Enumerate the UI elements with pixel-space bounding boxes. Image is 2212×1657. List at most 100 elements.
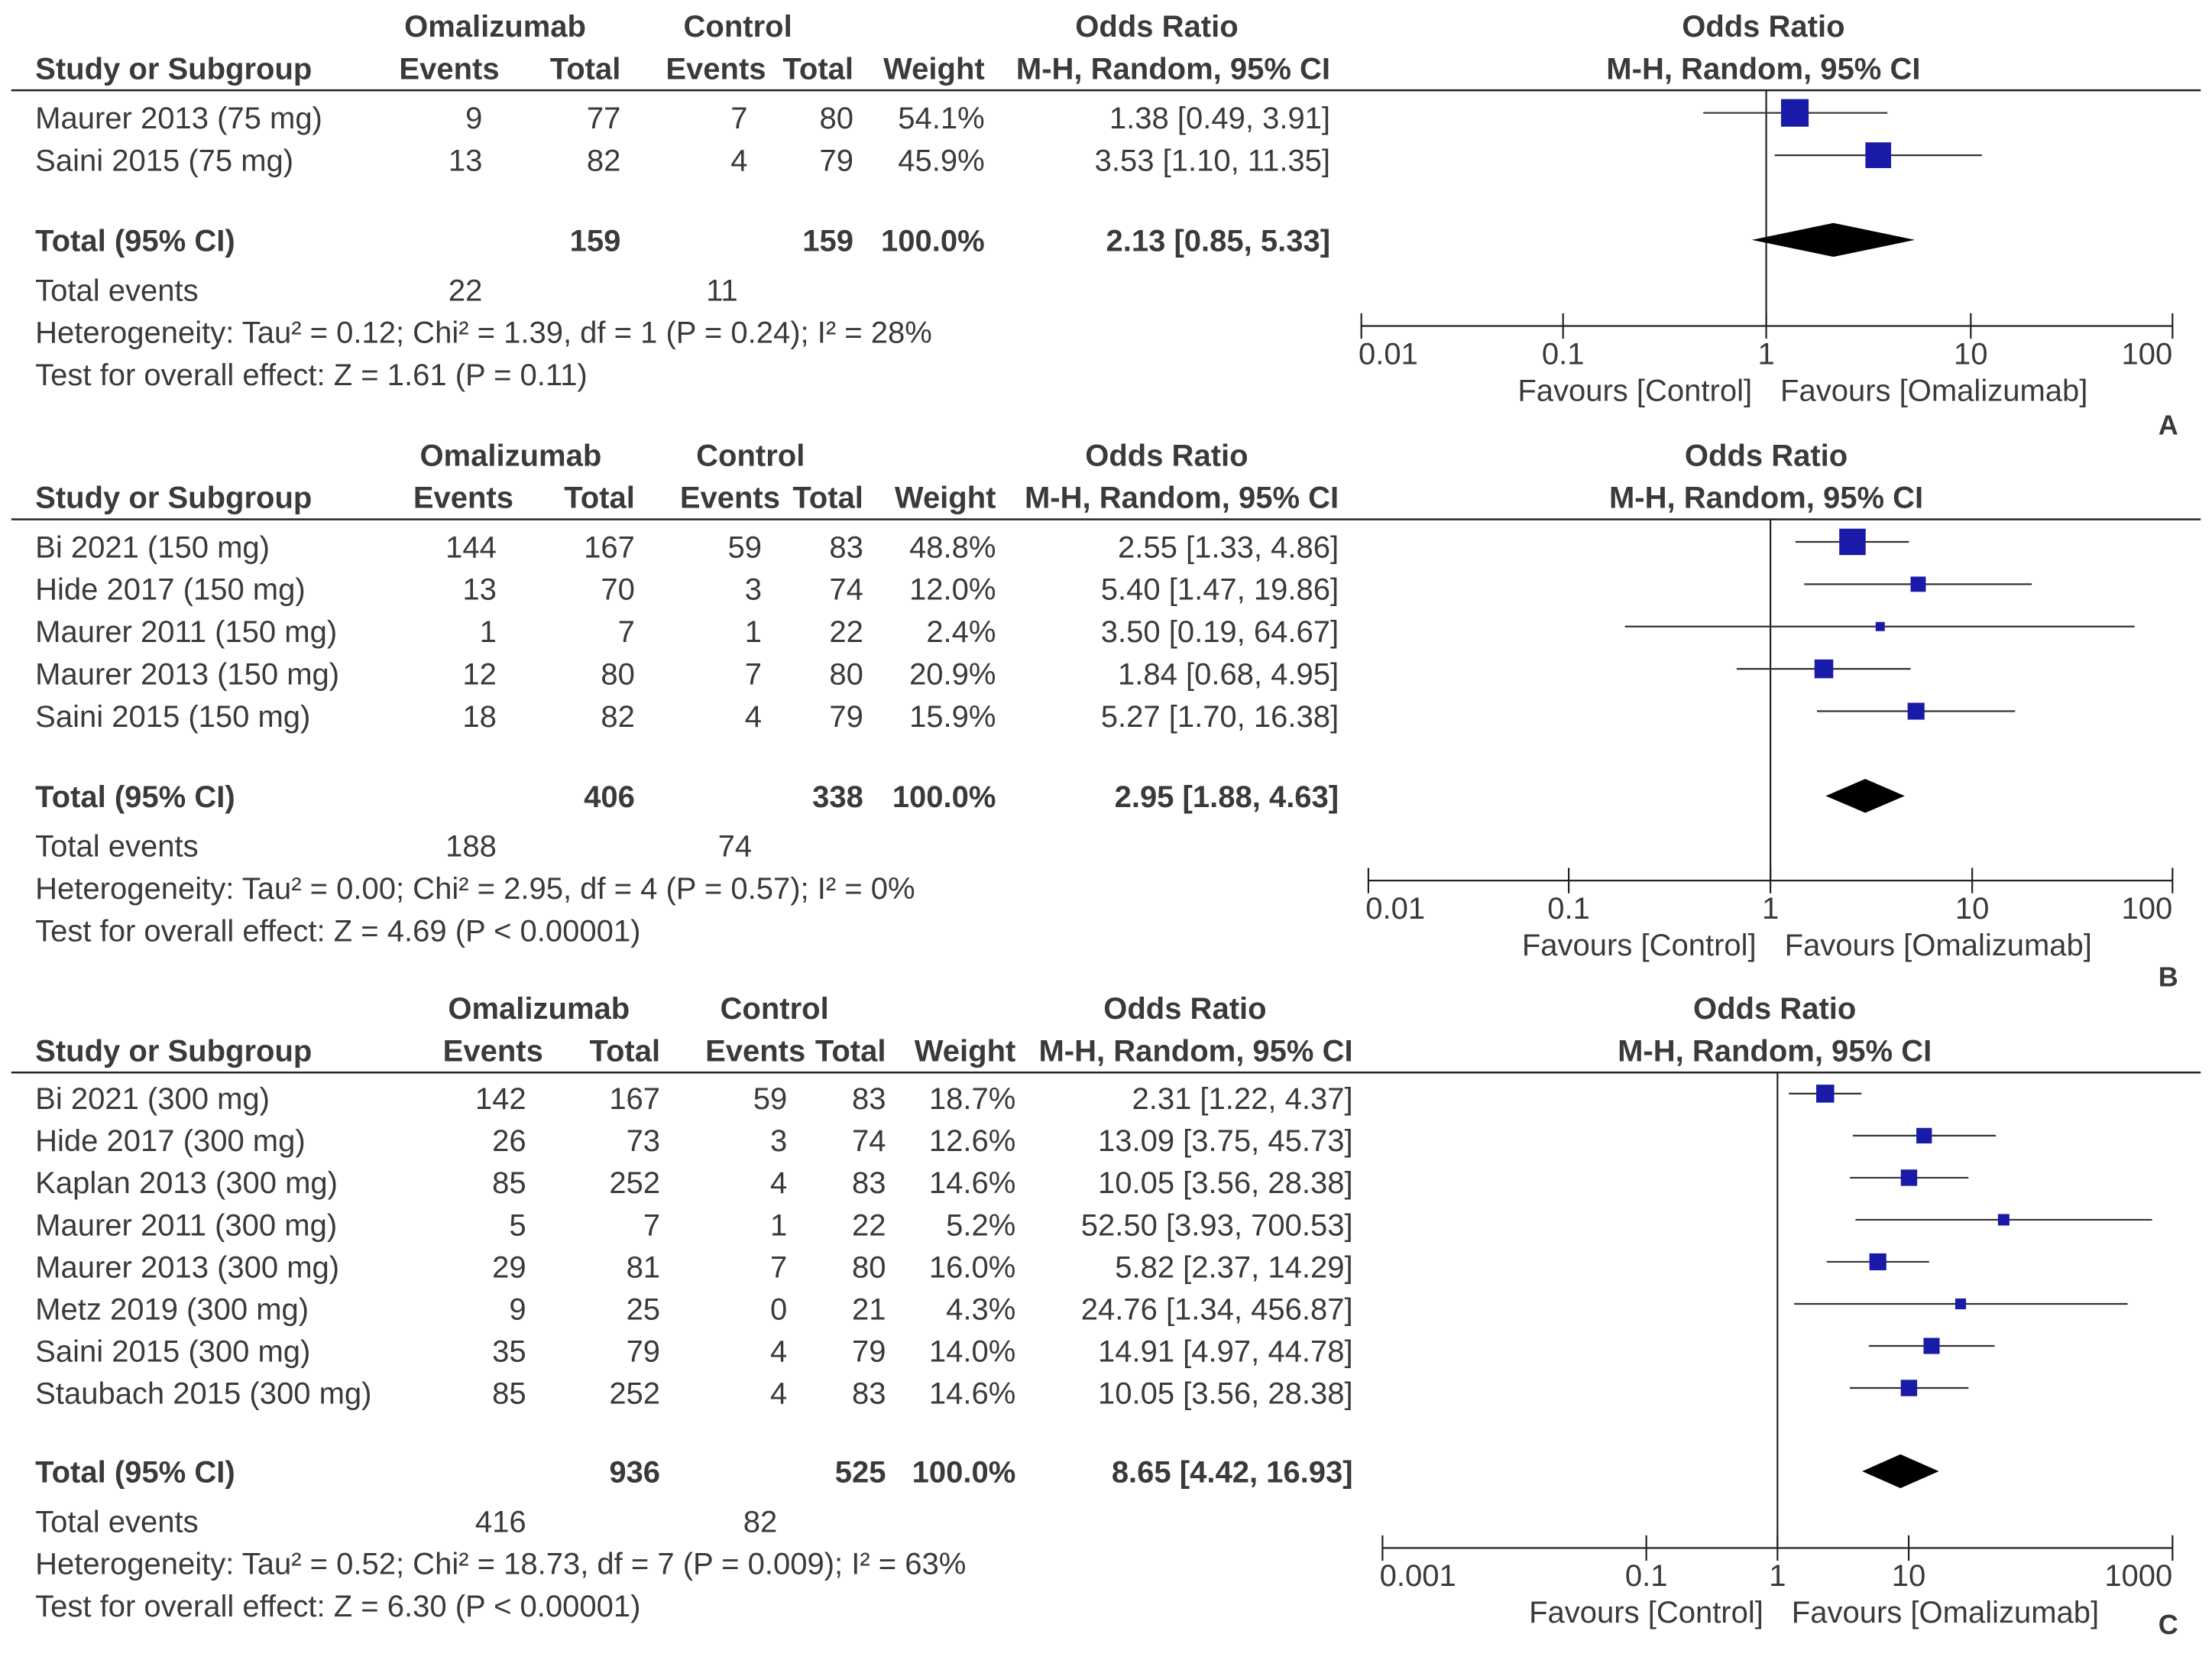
favours-omalizumab-label: Favours [Omalizumab] [1792, 1596, 2099, 1629]
effect-square [1900, 1380, 1918, 1396]
header-study: Study or Subgroup [35, 482, 312, 515]
study-name: Metz 2019 (300 mg) [35, 1292, 309, 1326]
omal-total: 7 [643, 1208, 660, 1242]
study-row: Kaplan 2013 (300 mg) 85 252 4 83 14.6% 10.05 [… [35, 1166, 1969, 1200]
ctrl-events: 3 [745, 573, 762, 607]
weight-value: 4.3% [946, 1292, 1015, 1326]
weight-value: 5.2% [946, 1208, 1015, 1242]
study-name: Hide 2017 (150 mg) [35, 573, 306, 607]
study-name: Maurer 2011 (150 mg) [35, 615, 337, 649]
axis-tick-label: 0.01 [1359, 337, 1418, 371]
favours-omalizumab-label: Favours [Omalizumab] [1780, 374, 2087, 407]
odds-ratio-ci: 14.91 [4.97, 44.78] [1098, 1334, 1353, 1368]
effect-square [1839, 528, 1866, 556]
header-odds-ratio-plot: Odds Ratio [1693, 992, 1856, 1026]
study-row: Maurer 2011 (150 mg) 1 7 1 22 2.4% 3.50 [0.19,… [35, 615, 2135, 649]
effect-square [1875, 621, 1885, 631]
omal-total: 252 [609, 1377, 660, 1410]
study-row: Saini 2015 (300 mg) 35 79 4 79 14.0% 14.91 [4.… [35, 1334, 1995, 1368]
axis-tick-label: 1000 [2104, 1559, 2172, 1593]
omal-events: 1 [480, 615, 497, 649]
forest-panel-b: Omalizumab Control Odds Ratio Odds Ratio Stu… [11, 439, 2201, 993]
omal-events: 26 [492, 1124, 526, 1158]
omal-total: 81 [627, 1250, 661, 1284]
heterogeneity-text: Heterogeneity: Tau² = 0.00; Chi² = 2.95,… [35, 872, 915, 906]
omal-events: 18 [462, 700, 497, 734]
header-omal-total: Total [550, 52, 621, 86]
header-ctrl-total: Total [792, 482, 863, 515]
weight-value: 12.6% [929, 1124, 1015, 1158]
total-events-label: Total events [35, 1505, 198, 1539]
study-name: Saini 2015 (75 mg) [35, 144, 293, 177]
header-method: M-H, Random, 95% CI [1016, 52, 1330, 86]
omal-total: 82 [587, 144, 621, 177]
pooled-diamond [1751, 222, 1916, 258]
total-events-ctrl: 74 [718, 830, 753, 864]
odds-ratio-ci: 2.55 [1.33, 4.86] [1118, 530, 1339, 564]
ctrl-total: 79 [829, 700, 863, 734]
axis-tick-label: 10 [1892, 1559, 1926, 1593]
total-events-omal: 188 [445, 830, 497, 864]
header-omal-events: Events [399, 52, 499, 86]
overall-effect-text: Test for overall effect: Z = 4.69 (P < 0… [35, 914, 640, 948]
axis-tick-label: 1 [1757, 337, 1774, 371]
total-row: Total (95% CI) 936 525 100.0% 8.65 [4.42, 16… [35, 1454, 1939, 1490]
heterogeneity-text: Heterogeneity: Tau² = 0.52; Chi² = 18.73… [35, 1548, 966, 1581]
total-events-label: Total events [35, 274, 198, 307]
weight-value: 18.7% [929, 1082, 1015, 1116]
favours-control-label: Favours [Control] [1522, 929, 1757, 962]
effect-square [1814, 659, 1834, 679]
header-ctrl-total: Total [782, 52, 853, 86]
header-study: Study or Subgroup [35, 1034, 312, 1068]
odds-ratio-ci: 2.31 [1.22, 4.37] [1132, 1082, 1352, 1116]
weight-value: 54.1% [898, 102, 984, 135]
axis-tick-label: 0.1 [1625, 1559, 1668, 1593]
study-name: Bi 2021 (150 mg) [35, 530, 270, 564]
header-ctrl-total: Total [815, 1034, 886, 1068]
header-method: M-H, Random, 95% CI [1025, 482, 1339, 515]
favours-omalizumab-label: Favours [Omalizumab] [1785, 929, 2092, 962]
total-weight: 100.0% [912, 1456, 1016, 1490]
odds-ratio-ci: 24.76 [1.34, 456.87] [1081, 1292, 1353, 1326]
study-row: Saini 2015 (150 mg) 18 82 4 79 15.9% 5.27 [1.7… [35, 700, 2016, 734]
total-ctrl: 159 [802, 225, 853, 258]
header-odds-ratio: Odds Ratio [1075, 10, 1238, 44]
ctrl-events: 4 [730, 144, 747, 177]
ctrl-total: 80 [820, 102, 854, 135]
study-row: Staubach 2015 (300 mg) 85 252 4 83 14.6% 10.05… [35, 1377, 1969, 1410]
study-row: Saini 2015 (75 mg) 13 82 4 79 45.9% 3.53 [1.10… [35, 142, 1982, 177]
omal-events: 5 [509, 1208, 526, 1242]
axis-tick-label: 0.001 [1380, 1559, 1456, 1593]
ctrl-events: 59 [728, 530, 763, 564]
header-weight: Weight [883, 52, 985, 86]
axis-tick-label: 10 [1954, 337, 1988, 371]
total-weight: 100.0% [881, 225, 985, 258]
study-name: Maurer 2013 (150 mg) [35, 657, 339, 691]
effect-square [1916, 1127, 1932, 1144]
study-name: Staubach 2015 (300 mg) [35, 1377, 371, 1410]
effect-square [1907, 702, 1925, 720]
effect-square [1900, 1169, 1918, 1186]
omal-total: 25 [627, 1292, 661, 1326]
odds-ratio-ci: 3.53 [1.10, 11.35] [1095, 144, 1330, 177]
omal-events: 9 [509, 1292, 526, 1326]
ctrl-total: 74 [852, 1124, 886, 1158]
weight-value: 12.0% [909, 573, 996, 607]
total-events-ctrl: 11 [706, 274, 738, 307]
weight-value: 45.9% [898, 144, 984, 177]
ctrl-events: 7 [730, 102, 747, 135]
ctrl-total: 83 [852, 1166, 886, 1200]
total-label: Total (95% CI) [35, 780, 235, 814]
effect-square [1923, 1338, 1940, 1354]
header-weight: Weight [915, 1034, 1016, 1068]
axis-tick-label: 100 [2122, 337, 2173, 371]
study-name: Saini 2015 (300 mg) [35, 1334, 310, 1368]
header-odds-ratio: Odds Ratio [1085, 439, 1248, 472]
total-row: Total (95% CI) 159 159 100.0% 2.13 [0.85, 5.… [35, 222, 1916, 258]
total-row: Total (95% CI) 406 338 100.0% 2.95 [1.88, 4.… [35, 779, 1905, 814]
header-method: M-H, Random, 95% CI [1038, 1034, 1352, 1068]
omal-events: 13 [462, 573, 497, 607]
ctrl-events: 7 [770, 1250, 787, 1284]
total-ci: 2.13 [0.85, 5.33] [1106, 225, 1331, 258]
omal-events: 12 [462, 657, 497, 691]
